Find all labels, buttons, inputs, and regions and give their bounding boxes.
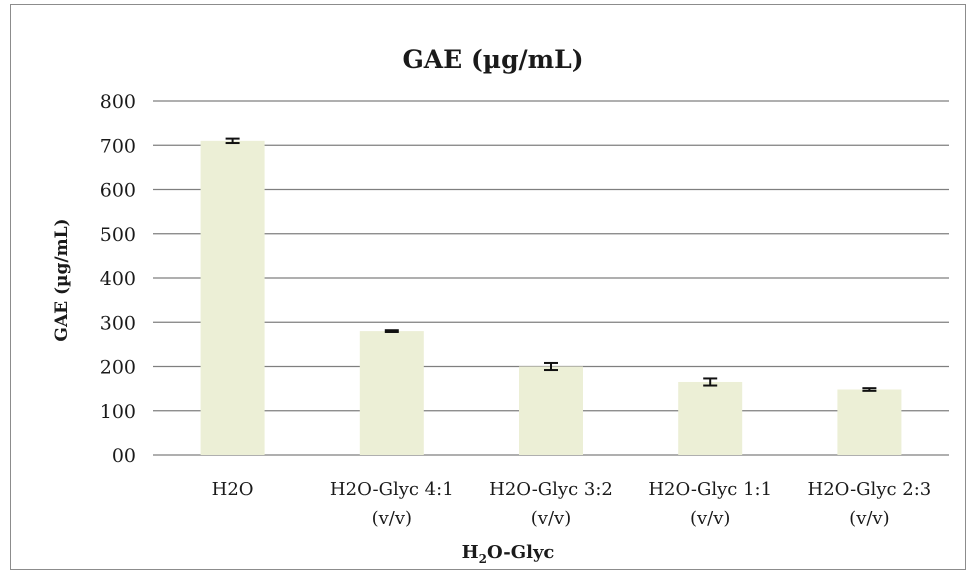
bars [200, 140, 902, 455]
y-tick-label: 500 [100, 224, 136, 246]
chart-frame [10, 4, 966, 570]
x-axis-label: H2O-Glyc [462, 542, 555, 566]
x-axis-label-subscript: 2 [479, 552, 487, 566]
bar [678, 381, 743, 455]
error-bars [225, 137, 877, 392]
y-tick-label: 700 [100, 135, 136, 157]
x-tick-label: (v/v) [372, 508, 412, 529]
x-tick-label: (v/v) [849, 508, 889, 529]
y-tick-label: 300 [100, 312, 136, 334]
y-axis-label: GAE (µg/mL) [52, 218, 72, 341]
x-tick-label: H2O-Glyc 2:3 [808, 479, 932, 500]
y-tick-label: 100 [100, 401, 136, 423]
x-tick-label: H2O-Glyc 3:2 [489, 479, 613, 500]
y-tick-label: 00 [112, 445, 136, 467]
x-axis-label-suffix: O-Glyc [487, 542, 554, 563]
x-tick-label: (v/v) [690, 508, 730, 529]
y-tick-label: 200 [100, 357, 136, 379]
y-tick-label: 400 [100, 268, 136, 290]
y-tick-label: 600 [100, 180, 136, 202]
y-tick-labels: 00 100 200 300 400 500 600 700 800 [100, 91, 136, 467]
chart-title: GAE (µg/mL) [402, 45, 583, 74]
bar [837, 389, 902, 455]
x-tick-label: H2O [212, 479, 254, 500]
bar [200, 140, 265, 455]
x-tick-label: H2O-Glyc 1:1 [648, 479, 772, 500]
x-tick-label: H2O-Glyc 4:1 [330, 479, 454, 500]
bar [359, 331, 424, 455]
bar [519, 366, 583, 455]
gridlines [153, 100, 949, 456]
x-tick-labels: H2O H2O-Glyc 4:1 (v/v) H2O-Glyc 3:2 (v/v) H2O… [212, 479, 932, 529]
x-axis-label-prefix: H [462, 542, 479, 563]
y-tick-label: 800 [100, 91, 136, 113]
x-tick-label: (v/v) [531, 508, 571, 529]
